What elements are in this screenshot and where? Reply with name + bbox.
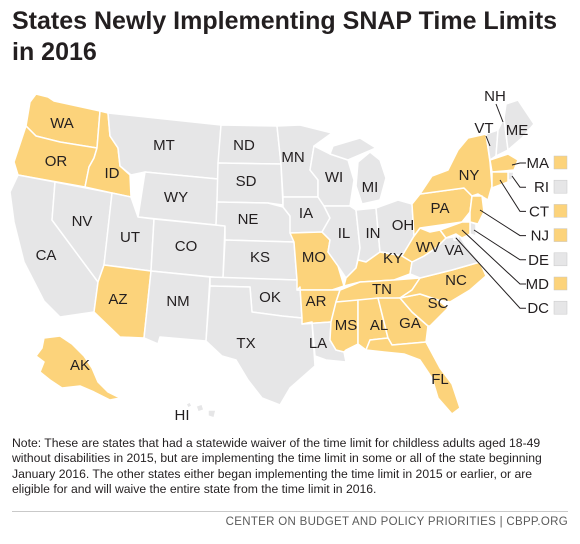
label-nc: NC <box>445 272 467 289</box>
state-nj[interactable] <box>469 195 485 225</box>
state-tx[interactable] <box>205 285 316 406</box>
label-nh: NH <box>484 88 506 105</box>
label-la: LA <box>309 335 327 352</box>
label-ny: NY <box>459 167 480 184</box>
label-az: AZ <box>108 291 127 308</box>
state-sd[interactable] <box>216 162 284 206</box>
label-ut: UT <box>120 229 140 246</box>
label-oh: OH <box>392 217 415 234</box>
label-sc: SC <box>428 295 449 312</box>
label-hi: HI <box>175 407 190 424</box>
leader-dc <box>455 237 526 309</box>
swatch-dc <box>553 300 568 315</box>
state-il[interactable] <box>321 205 361 279</box>
leader-nh <box>495 103 504 123</box>
state-ma[interactable] <box>489 153 519 173</box>
label-ri: RI <box>534 179 549 196</box>
label-tn: TN <box>372 281 392 298</box>
label-ks: KS <box>250 249 270 266</box>
label-wi: WI <box>325 169 343 186</box>
swatch-md <box>553 276 568 291</box>
state-fl[interactable] <box>365 337 461 415</box>
label-wy: WY <box>164 189 188 206</box>
leader-ri <box>511 175 526 188</box>
map-title: States Newly Implementing SNAP Time Limi… <box>12 7 558 66</box>
leader-de <box>473 229 526 261</box>
leader-ma <box>511 162 526 166</box>
label-va: VA <box>445 242 464 259</box>
swatch-ct <box>553 204 568 218</box>
leader-ct <box>499 179 526 212</box>
label-ky: KY <box>383 250 403 267</box>
state-nc[interactable] <box>399 261 487 303</box>
label-al: AL <box>370 317 388 334</box>
label-me: ME <box>506 122 529 139</box>
label-mo: MO <box>302 249 326 266</box>
state-ri[interactable] <box>507 171 515 181</box>
label-mt: MT <box>153 137 175 154</box>
footnote: Note: These are states that had a statew… <box>12 436 542 496</box>
label-vt: VT <box>474 120 493 137</box>
state-md[interactable] <box>439 221 471 239</box>
label-mn: MN <box>281 149 304 166</box>
state-ak[interactable] <box>35 335 121 401</box>
label-ar: AR <box>306 293 327 310</box>
label-mi: MI <box>362 179 379 196</box>
leader-vt <box>485 135 491 147</box>
state-hi[interactable] <box>185 401 217 419</box>
label-id: ID <box>105 165 120 182</box>
label-tx: TX <box>236 335 255 352</box>
label-ok: OK <box>259 289 281 306</box>
label-nd: ND <box>233 137 255 154</box>
label-ak: AK <box>70 357 90 374</box>
label-md: MD <box>526 276 549 293</box>
swatch-ri <box>553 179 568 194</box>
state-mi[interactable] <box>329 137 387 205</box>
label-il: IL <box>338 225 351 242</box>
label-in: IN <box>366 225 381 242</box>
label-wv: WV <box>416 239 440 256</box>
label-or: OR <box>45 153 68 170</box>
label-ga: GA <box>399 315 421 332</box>
label-pa: PA <box>431 200 450 217</box>
footer-divider <box>12 511 568 512</box>
label-nj: NJ <box>531 228 549 245</box>
leader-md <box>461 229 526 285</box>
label-ca: CA <box>36 247 57 264</box>
label-dc: DC <box>527 300 549 317</box>
label-ne: NE <box>238 211 259 228</box>
source-credit: CENTER ON BUDGET AND POLICY PRIORITIES |… <box>225 516 568 528</box>
label-ms: MS <box>335 317 358 334</box>
label-nv: NV <box>72 213 93 230</box>
swatch-ma <box>553 155 568 170</box>
swatch-de <box>553 252 568 267</box>
label-nm: NM <box>166 293 189 310</box>
label-wa: WA <box>50 115 74 132</box>
label-fl: FL <box>431 371 449 388</box>
label-ma: MA <box>527 155 550 172</box>
label-co: CO <box>175 238 198 255</box>
label-ia: IA <box>299 205 313 222</box>
leader-nj <box>479 209 526 237</box>
label-ct: CT <box>529 203 549 220</box>
label-sd: SD <box>236 173 257 190</box>
small-states-legend: MA RI CT NJ DE MD DC <box>455 155 568 317</box>
label-de: DE <box>528 252 549 269</box>
state-de[interactable] <box>469 221 477 237</box>
swatch-nj <box>553 228 568 242</box>
state-me[interactable] <box>503 99 535 151</box>
